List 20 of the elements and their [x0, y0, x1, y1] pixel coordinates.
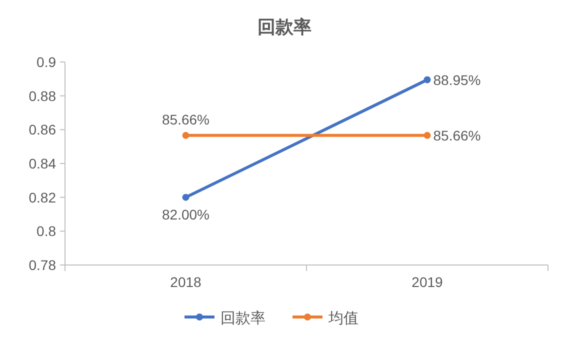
point: [424, 76, 431, 84]
point: [182, 194, 190, 201]
legend-label: 均值: [328, 310, 358, 327]
y-tick-label: 0.8: [36, 223, 56, 240]
data-label: 85.66%: [433, 127, 481, 144]
y-tick-label: 0.84: [28, 156, 56, 172]
legend-label: 回款率: [220, 310, 266, 327]
x-tick-label: 2019: [412, 274, 444, 290]
y-tick-label: 0.88: [28, 88, 56, 104]
y-tick-label: 0.82: [28, 189, 56, 206]
y-tick-label: 0.86: [28, 122, 56, 138]
point: [424, 132, 431, 139]
data-label: 82.00%: [162, 206, 210, 222]
point: [182, 132, 190, 139]
chart-title: 回款率: [258, 17, 312, 37]
y-tick-label: 0.78: [28, 257, 56, 273]
data-label: 88.95%: [433, 72, 481, 88]
y-tick-label: 0.9: [36, 54, 56, 70]
data-label: 85.66%: [162, 111, 210, 128]
x-tick-label: 2018: [170, 274, 202, 290]
